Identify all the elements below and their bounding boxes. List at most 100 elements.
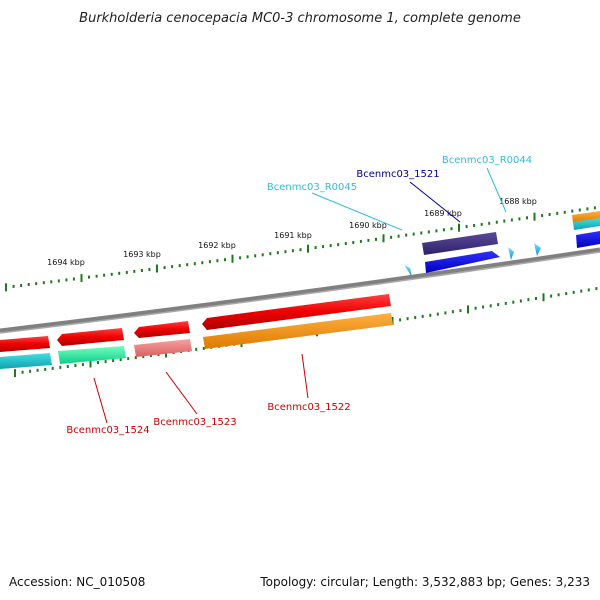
- minor-tick: [51, 366, 54, 370]
- minor-tick: [436, 312, 439, 316]
- minor-tick: [216, 259, 219, 263]
- minor-tick: [557, 293, 560, 297]
- minor-tick: [563, 210, 566, 214]
- minor-tick: [44, 367, 47, 371]
- minor-tick: [578, 208, 581, 212]
- minor-tick: [429, 313, 432, 317]
- kbp-labels: 1694 kbp 1693 kbp 1692 kbp 1691 kbp 1690…: [47, 197, 537, 267]
- minor-tick: [103, 273, 106, 277]
- minor-tick: [482, 305, 485, 309]
- minor-tick: [208, 260, 211, 264]
- gene-labels: Bcenmc03_1524 Bcenmc03_1523 Bcenmc03_152…: [66, 155, 532, 436]
- minor-tick: [299, 248, 302, 252]
- minor-tick: [88, 275, 90, 279]
- minor-tick: [474, 306, 477, 310]
- tick-row-outer: [5, 206, 596, 292]
- minor-tick: [134, 356, 137, 360]
- gene-left-cyan[interactable]: [0, 353, 52, 369]
- minor-tick: [550, 294, 553, 298]
- major-tick: [533, 212, 536, 221]
- leader-r0044: [486, 167, 507, 213]
- minor-tick: [142, 355, 145, 359]
- minor-tick: [112, 359, 115, 363]
- major-tick: [382, 234, 385, 243]
- major-tick: [467, 305, 469, 314]
- minor-tick: [352, 241, 355, 244]
- gene-bcenmc03-1523-rna[interactable]: [134, 339, 192, 357]
- minor-tick: [36, 368, 39, 372]
- trna-extra-marker[interactable]: [534, 243, 541, 256]
- label-bcenmc03-r0044: Bcenmc03_R0044: [442, 155, 532, 166]
- minor-tick: [35, 282, 38, 286]
- minor-tick: [450, 227, 453, 231]
- minor-tick: [224, 258, 226, 262]
- minor-tick: [322, 245, 325, 249]
- kbp-label-1688: 1688 kbp: [499, 197, 537, 206]
- backbone-outer: [0, 247, 600, 334]
- minor-tick: [163, 266, 166, 270]
- kbp-label-1690: 1690 kbp: [349, 221, 387, 230]
- minor-tick: [510, 218, 513, 222]
- minor-tick: [12, 284, 15, 288]
- minor-tick: [405, 233, 408, 237]
- major-tick: [156, 264, 158, 273]
- minor-tick: [390, 235, 393, 239]
- gene-bcenmc03-1521[interactable]: [425, 251, 500, 273]
- minor-tick: [444, 311, 447, 315]
- minor-tick: [104, 360, 107, 364]
- minor-tick: [495, 220, 498, 224]
- kbp-label-1692: 1692 kbp: [198, 241, 236, 250]
- gene-bcenmc03-1524-rna[interactable]: [58, 346, 126, 364]
- gene-right-cyan[interactable]: [573, 218, 600, 230]
- gene-bcenmc03-1524[interactable]: [57, 328, 124, 346]
- minor-tick: [535, 297, 537, 300]
- minor-tick: [95, 274, 98, 278]
- minor-tick: [503, 219, 506, 223]
- minor-tick: [118, 271, 121, 275]
- minor-tick: [489, 304, 492, 308]
- gene-left-red[interactable]: [0, 336, 50, 352]
- minor-tick: [465, 225, 468, 229]
- minor-tick: [148, 268, 151, 271]
- gene-bcenmc03-1523[interactable]: [134, 321, 190, 338]
- trna-r0044-marker[interactable]: [508, 247, 514, 260]
- minor-tick: [337, 243, 340, 247]
- minor-tick: [149, 354, 152, 358]
- minor-tick: [276, 251, 279, 255]
- minor-tick: [171, 265, 174, 269]
- minor-tick: [202, 346, 205, 350]
- minor-tick: [133, 269, 136, 273]
- minor-tick: [442, 228, 445, 232]
- minor-tick: [186, 263, 189, 267]
- gene-right-blue[interactable]: [576, 231, 600, 248]
- map-title: Burkholderia cenocepacia MC0-3 chromosom…: [79, 11, 521, 26]
- leader-1522: [301, 353, 309, 399]
- minor-tick: [50, 280, 53, 284]
- minor-tick: [399, 318, 402, 322]
- gene-bcenmc03-1522-rna[interactable]: [203, 313, 393, 349]
- leader-1521: [409, 181, 461, 223]
- minor-tick: [587, 288, 590, 292]
- leader-r0045: [311, 192, 403, 231]
- minor-tick: [65, 278, 68, 282]
- minor-tick: [57, 279, 60, 283]
- gene-bcenmc03-1522[interactable]: [202, 294, 391, 330]
- minor-tick: [344, 242, 347, 245]
- minor-tick: [359, 239, 362, 243]
- minor-tick: [527, 298, 530, 302]
- minor-tick: [201, 261, 204, 265]
- trna-r0045-marker[interactable]: [404, 265, 412, 277]
- label-bcenmc03-1524: Bcenmc03_1524: [66, 425, 149, 436]
- label-bcenmc03-1521: Bcenmc03_1521: [356, 169, 439, 180]
- minor-tick: [59, 365, 62, 369]
- minor-tick: [556, 211, 559, 215]
- kbp-label-1689: 1689 kbp: [424, 209, 462, 218]
- kbp-label-1694: 1694 kbp: [47, 258, 85, 267]
- minor-tick: [20, 284, 23, 287]
- minor-tick: [541, 214, 544, 218]
- major-tick: [14, 369, 16, 378]
- gene-bcenmc03-1521-outer[interactable]: [422, 232, 498, 255]
- minor-tick: [291, 249, 294, 253]
- minor-tick: [81, 363, 84, 366]
